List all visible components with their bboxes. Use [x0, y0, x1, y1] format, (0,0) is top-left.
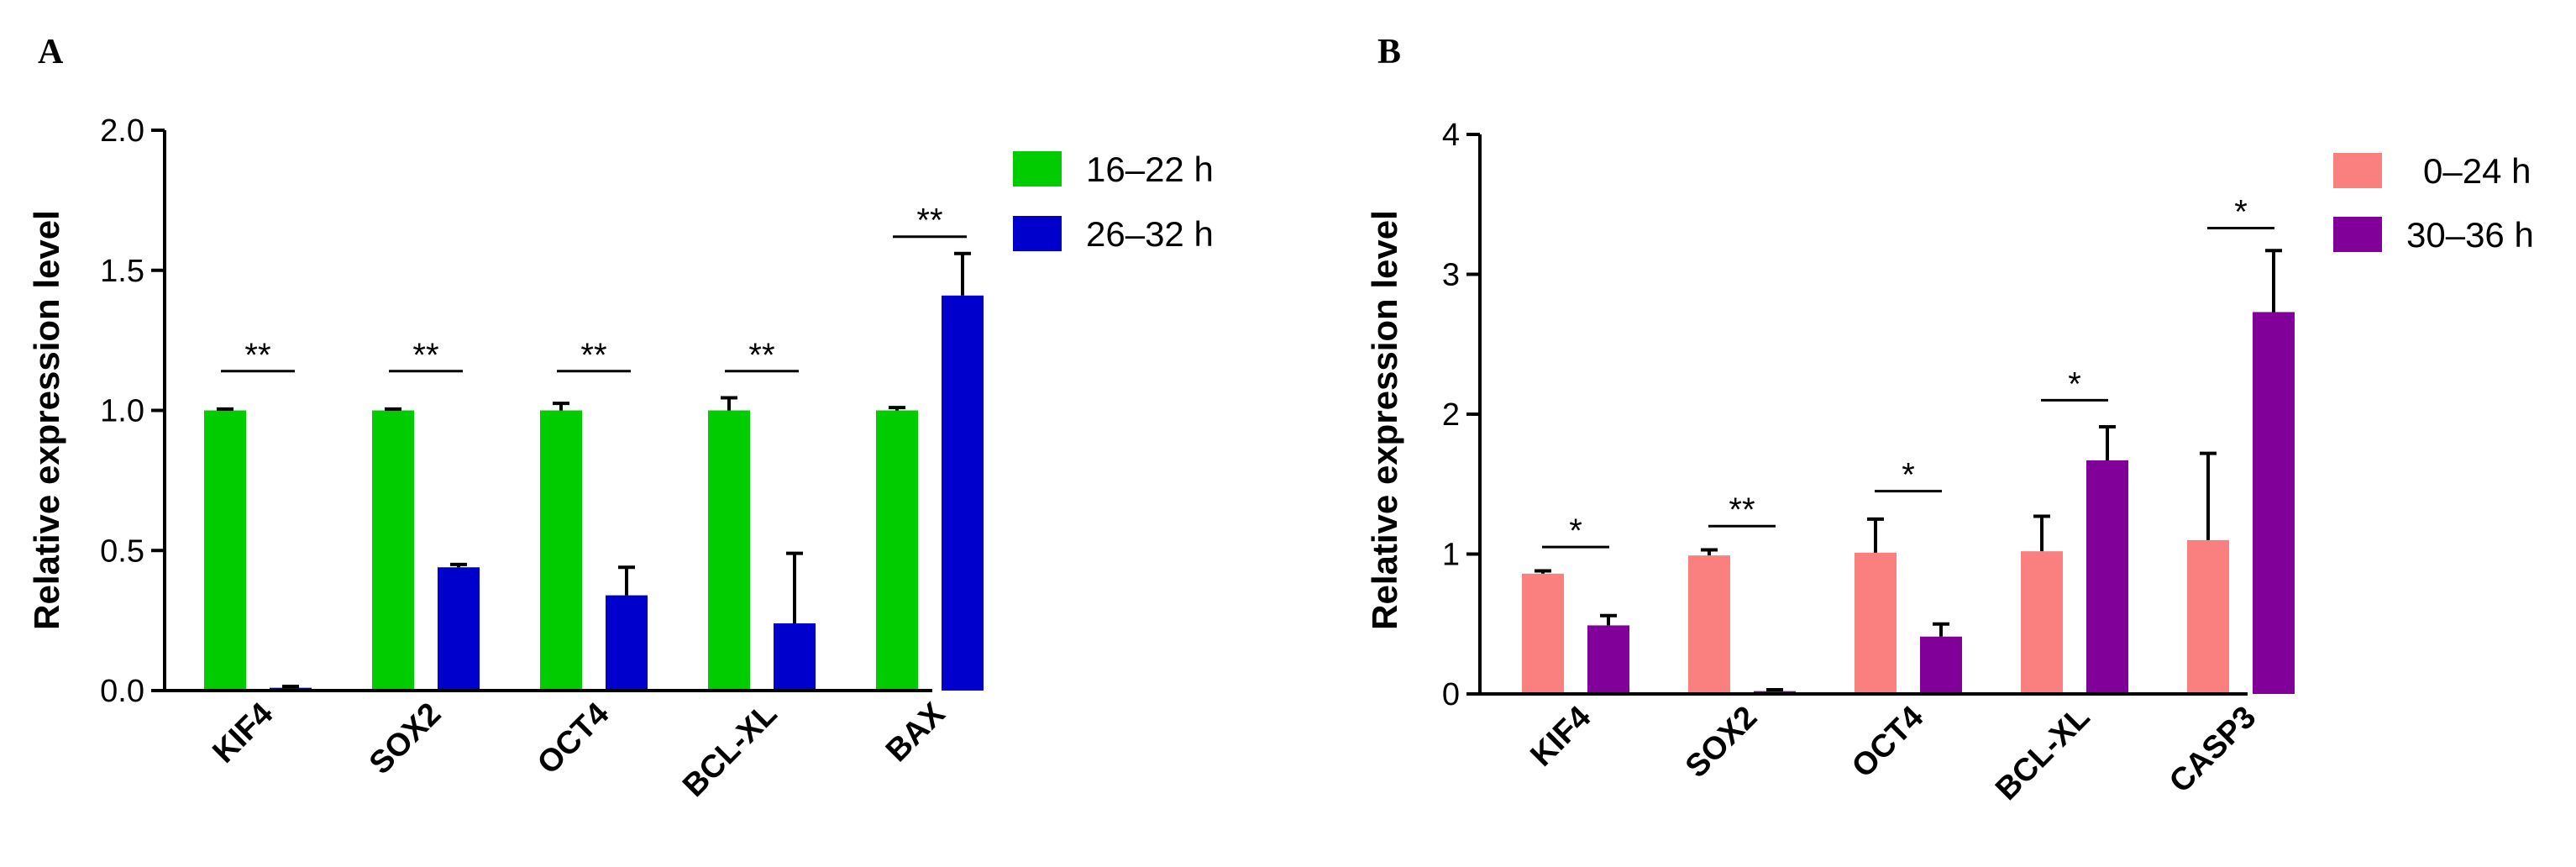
- panel-b-ytick-label: 1: [1442, 538, 1460, 573]
- legend-swatch-16-22h: [1013, 151, 1062, 187]
- panel-b-sig-label-bcl-xl: *: [2068, 365, 2081, 402]
- panel-a-ytick-label: 2.0: [100, 113, 144, 149]
- panel-a-ytick-label: 0.0: [100, 674, 144, 709]
- legend-label-26-32h: 26–32 h: [1086, 214, 1214, 254]
- panel-a-errorbar-sox2-16-22-h: [385, 407, 401, 411]
- panel-a-category-sox2: SOX2: [363, 696, 448, 781]
- panel-b-bars: [1522, 249, 2295, 694]
- panel-b-bar-kif4-0-24-h: [1522, 573, 1564, 694]
- legend-label-0-24h: 0–24 h: [2423, 151, 2531, 191]
- panel-a-sig-label-oct4: **: [580, 337, 606, 374]
- panel-a-ytick-label: 0.5: [100, 533, 144, 569]
- panel-a-sig-label-bax: **: [916, 202, 942, 239]
- panel-a-axes: [163, 130, 932, 692]
- panel-b-errorbar-oct4-30-36-h: [1933, 622, 1949, 637]
- panel-a: A Relative expression level 0.0 0.5 1.0 1.5…: [27, 33, 1214, 804]
- panel-a-category-kif4: KIF4: [206, 696, 280, 770]
- panel-a-bar-kif4-16-22-h: [204, 410, 246, 691]
- panel-b-category-bcl-xl: BCL-XL: [1989, 700, 2096, 807]
- panel-b-bar-oct4-30-36-h: [1920, 636, 1962, 694]
- panel-a-letter: A: [38, 33, 64, 71]
- panel-a-bar-bax-26-32-h: [942, 295, 984, 691]
- panel-a-bar-oct4-16-22-h: [540, 410, 582, 691]
- panel-b-sig-label-kif4: *: [1569, 512, 1582, 549]
- panel-a-errorbar-bcl-xl-26-32-h: [786, 551, 803, 623]
- panel-a-sig-label-bcl-xl: **: [748, 337, 774, 374]
- panel-a-category-bax: BAX: [879, 696, 952, 769]
- panel-b-bar-casp3-30-36-h: [2253, 312, 2295, 694]
- panel-b-ytick-label: 3: [1442, 258, 1460, 293]
- panel-a-errorbar-bax-16-22-h: [889, 406, 905, 411]
- panel-a-bar-bcl-xl-26-32-h: [774, 623, 816, 691]
- panel-b-bar-sox2-0-24-h: [1688, 555, 1730, 694]
- panel-a-errorbar-oct4-16-22-h: [553, 402, 569, 411]
- panel-a-ytick-label: 1.5: [100, 254, 144, 289]
- panel-b-category-casp3: CASP3: [2163, 700, 2263, 800]
- panel-b-errorbar-casp3-0-24-h: [2200, 451, 2217, 540]
- panel-a-bar-sox2-16-22-h: [372, 410, 414, 691]
- panel-a-bar-bax-16-22-h: [876, 410, 918, 691]
- panel-a-categories: KIF4 SOX2 OCT4 BCL-XL BAX: [206, 696, 952, 804]
- panel-b-y-ticks: 0 1 2 3 4: [1442, 118, 1480, 712]
- panel-b-bar-oct4-0-24-h: [1855, 552, 1897, 694]
- panel-a-errorbar-kif4-16-22-h: [217, 407, 233, 411]
- panel-b-errorbar-kif4-30-36-h: [1600, 613, 1617, 626]
- panel-a-bar-sox2-26-32-h: [438, 567, 480, 691]
- panel-a-errorbar-sox2-26-32-h: [450, 562, 467, 568]
- panel-a-y-ticks: 0.0 0.5 1.0 1.5 2.0: [100, 113, 165, 709]
- panel-a-errorbar-oct4-26-32-h: [618, 565, 635, 596]
- panel-b-errorbar-bcl-xl-30-36-h: [2099, 424, 2116, 460]
- panel-b-errorbar-casp3-30-36-h: [2265, 249, 2282, 313]
- panel-b-bar-kif4-30-36-h: [1587, 625, 1629, 694]
- panel-b-y-axis-title: Relative expression level: [1365, 210, 1404, 630]
- panel-a-y-axis-title: Relative expression level: [27, 210, 66, 630]
- panel-b-errorbar-bcl-xl-0-24-h: [2033, 514, 2050, 552]
- panel-b-ytick-label: 4: [1442, 118, 1460, 153]
- panel-b-bar-casp3-0-24-h: [2187, 539, 2229, 694]
- panel-b-bar-bcl-xl-0-24-h: [2021, 551, 2063, 694]
- legend-label-30-36h: 30–36 h: [2406, 215, 2534, 255]
- panel-b-axes: [1478, 134, 2248, 696]
- panel-b-significance: ******: [1542, 194, 2274, 549]
- legend-swatch-30-36h: [2333, 217, 2382, 252]
- panel-a-category-bcl-xl: BCL-XL: [676, 696, 784, 804]
- panel-b-sig-label-casp3: *: [2234, 194, 2248, 231]
- panel-b-ytick-label: 2: [1442, 397, 1460, 433]
- panel-b-letter: B: [1377, 33, 1401, 71]
- panel-b-errorbar-oct4-0-24-h: [1867, 517, 1884, 553]
- panel-a-sig-label-sox2: **: [412, 337, 438, 374]
- panel-a-bar-bcl-xl-16-22-h: [708, 410, 750, 691]
- legend-swatch-26-32h: [1013, 216, 1062, 251]
- panel-b-ytick-label: 0: [1442, 677, 1460, 712]
- panel-b-errorbar-sox2-0-24-h: [1701, 548, 1718, 556]
- panel-b-sig-label-oct4: *: [1902, 457, 1915, 494]
- panel-b-bar-bcl-xl-30-36-h: [2086, 460, 2128, 694]
- panel-a-legend: 16–22 h 26–32 h: [1013, 150, 1214, 254]
- panel-b-category-sox2: SOX2: [1679, 700, 1764, 785]
- panel-b-sig-label-sox2: **: [1729, 491, 1755, 528]
- legend-swatch-0-24h: [2333, 153, 2382, 188]
- panel-b-legend: 0–24 h 30–36 h: [2333, 151, 2534, 255]
- panel-b-errorbar-sox2-30-36-h: [1766, 688, 1783, 692]
- panel-a-bar-oct4-26-32-h: [606, 595, 648, 691]
- legend-label-16-22h: 16–22 h: [1086, 150, 1214, 189]
- panel-a-errorbar-bcl-xl-16-22-h: [721, 396, 737, 411]
- panel-a-errorbar-bax-26-32-h: [954, 251, 971, 296]
- panel-a-ytick-label: 1.0: [100, 394, 144, 429]
- panel-b-category-kif4: KIF4: [1524, 700, 1598, 774]
- panel-a-category-oct4: OCT4: [531, 696, 616, 781]
- panel-a-significance: ** ** ** ** **: [221, 202, 967, 374]
- panel-b-categories: KIF4 SOX2 OCT4 BCL-XL CASP3: [1524, 700, 2263, 807]
- panel-a-sig-label-kif4: **: [244, 337, 270, 374]
- panel-b-category-oct4: OCT4: [1845, 700, 1930, 785]
- panel-a-errorbar-kif4-26-32-h: [282, 684, 299, 688]
- panel-a-bars: [204, 251, 984, 691]
- panel-b-errorbar-kif4-0-24-h: [1535, 569, 1551, 574]
